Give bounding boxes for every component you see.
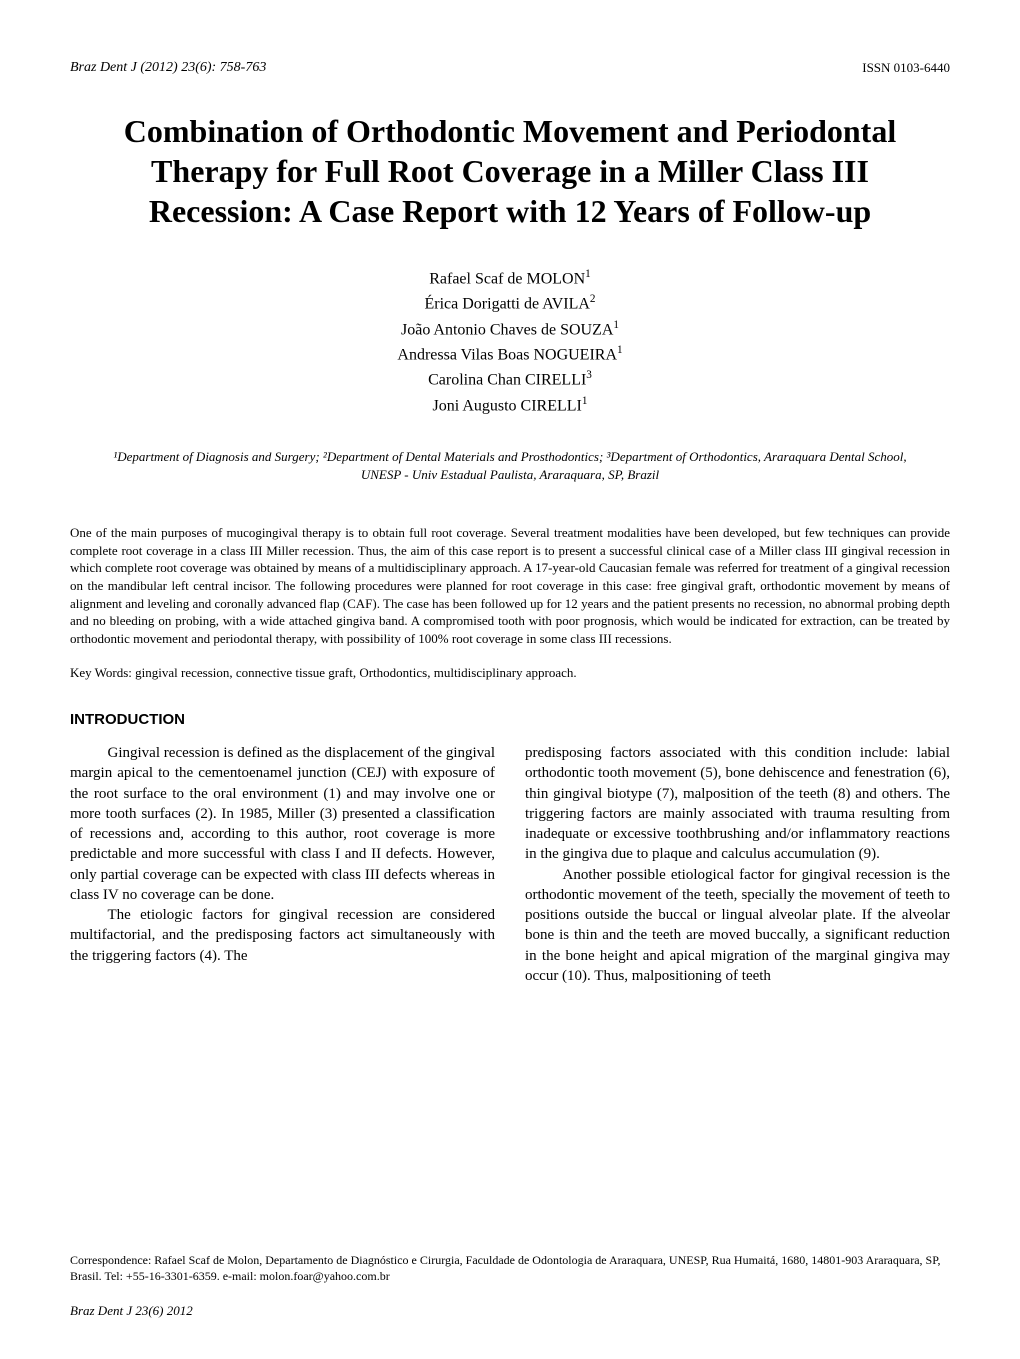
section-heading-introduction: INTRODUCTION	[70, 711, 950, 728]
column-left: Gingival recession is defined as the dis…	[70, 743, 495, 986]
abstract: One of the main purposes of mucogingival…	[70, 524, 950, 647]
article-title: Combination of Orthodontic Movement and …	[70, 111, 950, 231]
affiliations: ¹Department of Diagnosis and Surgery; ²D…	[70, 448, 950, 484]
footer-citation: Braz Dent J 23(6) 2012	[70, 1303, 193, 1319]
author: Joni Augusto CIRELLI1	[70, 393, 950, 418]
paragraph: Gingival recession is defined as the dis…	[70, 743, 495, 905]
body-columns: Gingival recession is defined as the dis…	[70, 743, 950, 986]
author: Carolina Chan CIRELLI3	[70, 367, 950, 392]
journal-citation: Braz Dent J (2012) 23(6): 758-763	[70, 60, 266, 76]
keywords: Key Words: gingival recession, connectiv…	[70, 665, 950, 681]
author: João Antonio Chaves de SOUZA1	[70, 317, 950, 342]
paragraph: predisposing factors associated with thi…	[525, 743, 950, 865]
header-row: Braz Dent J (2012) 23(6): 758-763 ISSN 0…	[70, 60, 950, 76]
author: Andressa Vilas Boas NOGUEIRA1	[70, 342, 950, 367]
issn: ISSN 0103-6440	[862, 60, 950, 76]
correspondence: Correspondence: Rafael Scaf de Molon, De…	[70, 1252, 950, 1284]
authors-block: Rafael Scaf de MOLON1 Érica Dorigatti de…	[70, 266, 950, 418]
paragraph: Another possible etiological factor for …	[525, 865, 950, 987]
column-right: predisposing factors associated with thi…	[525, 743, 950, 986]
author: Rafael Scaf de MOLON1	[70, 266, 950, 291]
introduction-section: INTRODUCTION Gingival recession is defin…	[70, 711, 950, 986]
paragraph: The etiologic factors for gingival reces…	[70, 905, 495, 966]
author: Érica Dorigatti de AVILA2	[70, 291, 950, 316]
